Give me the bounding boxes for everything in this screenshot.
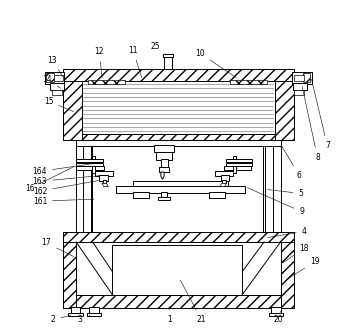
Bar bbox=[224, 166, 251, 170]
Text: 21: 21 bbox=[180, 280, 206, 324]
Bar bbox=[76, 242, 281, 295]
Bar bbox=[294, 90, 304, 95]
Bar bbox=[82, 81, 275, 134]
Bar bbox=[90, 307, 98, 313]
Bar bbox=[87, 312, 101, 316]
Bar bbox=[50, 83, 64, 90]
Text: 164: 164 bbox=[33, 163, 100, 176]
Bar bbox=[275, 73, 294, 140]
Text: 15: 15 bbox=[44, 97, 74, 112]
Text: 18: 18 bbox=[283, 244, 308, 263]
Bar bbox=[158, 197, 170, 200]
Bar bbox=[222, 180, 226, 183]
Bar bbox=[95, 171, 113, 176]
Bar bbox=[76, 159, 102, 162]
Bar bbox=[83, 143, 91, 232]
Text: 12: 12 bbox=[95, 47, 104, 78]
Bar bbox=[102, 180, 106, 183]
Text: 16: 16 bbox=[25, 167, 74, 193]
Text: 13: 13 bbox=[47, 56, 63, 77]
Text: 4: 4 bbox=[267, 227, 307, 238]
Bar bbox=[233, 156, 236, 173]
Bar bbox=[71, 307, 80, 313]
Bar bbox=[214, 171, 233, 176]
Text: 163: 163 bbox=[33, 176, 100, 186]
Text: 162: 162 bbox=[33, 180, 98, 196]
Text: 19: 19 bbox=[287, 257, 320, 279]
Text: 5: 5 bbox=[267, 189, 303, 198]
Bar bbox=[99, 175, 108, 181]
Text: 1: 1 bbox=[167, 306, 171, 324]
Bar bbox=[161, 192, 167, 199]
Text: 7: 7 bbox=[311, 79, 330, 150]
Text: 9: 9 bbox=[247, 188, 304, 216]
Bar bbox=[76, 143, 92, 232]
Polygon shape bbox=[102, 183, 108, 187]
Bar bbox=[271, 307, 281, 313]
Text: 14: 14 bbox=[42, 75, 61, 88]
Text: 25: 25 bbox=[150, 42, 166, 54]
Bar bbox=[63, 134, 294, 140]
Bar bbox=[265, 143, 273, 232]
Bar bbox=[292, 72, 311, 84]
Bar bbox=[112, 245, 242, 295]
Bar bbox=[76, 140, 281, 146]
Bar bbox=[221, 175, 229, 181]
Bar bbox=[209, 192, 225, 198]
Text: 8: 8 bbox=[302, 86, 320, 162]
Polygon shape bbox=[161, 172, 164, 179]
Text: 20: 20 bbox=[273, 311, 283, 324]
Bar bbox=[52, 90, 62, 95]
Bar bbox=[45, 72, 64, 84]
Bar bbox=[160, 159, 168, 168]
Text: 2: 2 bbox=[51, 315, 71, 324]
Bar bbox=[76, 166, 104, 170]
Bar bbox=[268, 312, 283, 316]
Bar bbox=[133, 192, 149, 198]
Text: 6: 6 bbox=[282, 146, 302, 180]
Bar bbox=[164, 55, 172, 69]
Text: 10: 10 bbox=[195, 49, 236, 77]
Text: 161: 161 bbox=[33, 197, 94, 206]
Bar bbox=[226, 159, 252, 162]
Bar bbox=[293, 83, 307, 90]
Bar bbox=[68, 312, 83, 316]
Bar bbox=[63, 73, 82, 140]
Bar bbox=[281, 235, 294, 308]
Polygon shape bbox=[220, 183, 227, 187]
Text: 11: 11 bbox=[128, 46, 142, 78]
Bar bbox=[231, 80, 267, 84]
Bar bbox=[63, 295, 292, 308]
Text: 17: 17 bbox=[42, 238, 74, 257]
Bar bbox=[133, 181, 228, 186]
Bar bbox=[76, 163, 102, 166]
Bar bbox=[303, 73, 310, 82]
Bar bbox=[54, 74, 63, 81]
Bar bbox=[92, 156, 95, 173]
Bar bbox=[63, 232, 294, 242]
Bar bbox=[226, 163, 252, 166]
Bar bbox=[156, 152, 173, 160]
Bar bbox=[263, 143, 281, 232]
Bar bbox=[163, 54, 173, 57]
Bar bbox=[159, 167, 169, 172]
Bar bbox=[116, 186, 245, 193]
Bar bbox=[294, 74, 304, 81]
Bar bbox=[63, 235, 76, 308]
Bar bbox=[154, 145, 174, 152]
Bar bbox=[88, 80, 125, 84]
Bar bbox=[63, 69, 294, 81]
Bar bbox=[47, 73, 54, 82]
Text: 3: 3 bbox=[78, 315, 90, 324]
